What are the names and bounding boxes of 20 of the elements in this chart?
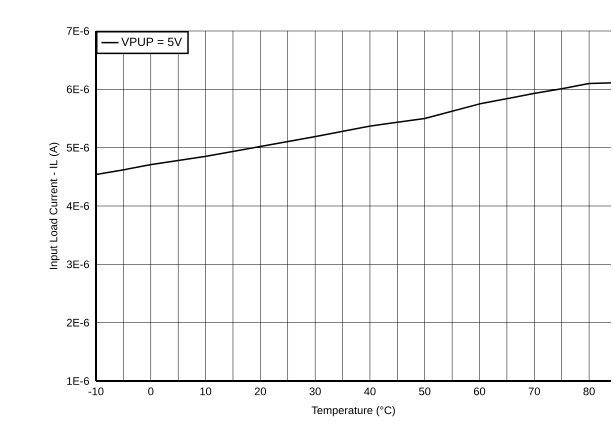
y-tick-label: 2E-6 xyxy=(66,318,90,327)
y-tick-label: 5E-6 xyxy=(66,144,90,152)
x-tick-label: -10 xyxy=(88,388,104,396)
legend-label: VPUP = 5V xyxy=(121,38,182,46)
x-tick-label: 50 xyxy=(419,388,430,396)
y-tick-label: 3E-6 xyxy=(66,260,90,268)
y-tick-label: 7E-6 xyxy=(66,27,90,35)
y-tick-label: 1E-6 xyxy=(67,377,90,385)
x-tick-label: 40 xyxy=(364,388,376,396)
y-tick-label: 4E-6 xyxy=(66,202,90,210)
x-tick-label: 20 xyxy=(254,388,266,396)
x-tick-label: 70 xyxy=(528,388,540,396)
x-tick-label: 30 xyxy=(309,388,321,396)
x-tick-label: 10 xyxy=(200,388,212,396)
y-tick-label: 6E-6 xyxy=(66,85,90,94)
y-axis-title: Input Load Current - IL (A) xyxy=(49,142,60,269)
x-tick-label: 60 xyxy=(474,388,486,396)
x-tick-label: 0 xyxy=(148,388,154,396)
x-tick-label: 80 xyxy=(583,388,595,396)
x-axis-title: Temperature (°C) xyxy=(312,406,395,416)
